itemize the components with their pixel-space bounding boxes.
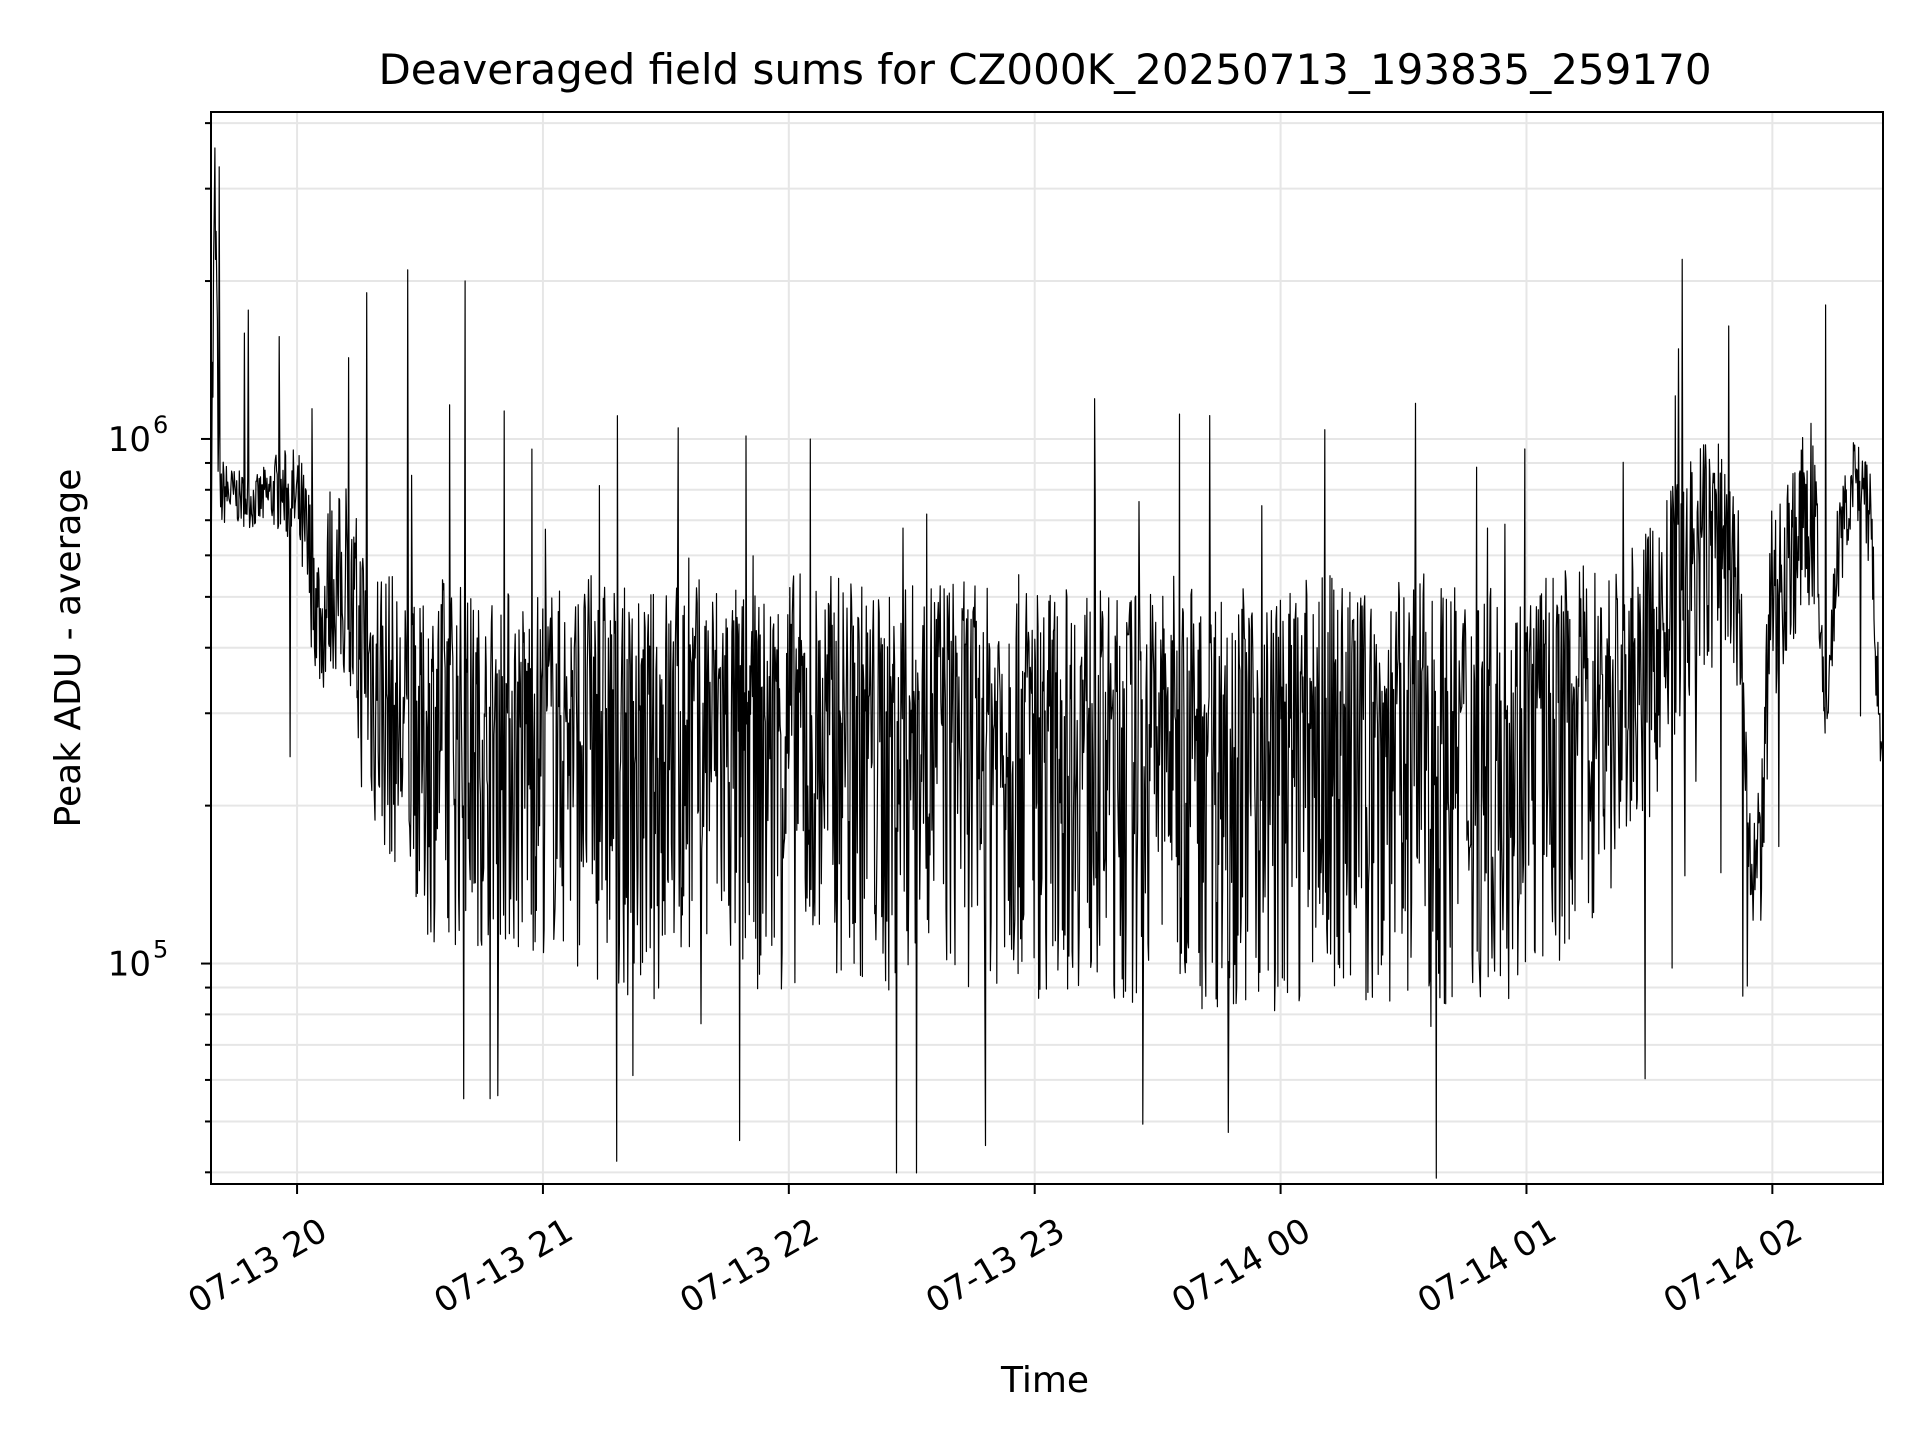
y-axis-label: Peak ADU - average [48, 469, 89, 828]
y-tick-exponent: 5 [153, 936, 168, 964]
y-tick-label: 10 [108, 420, 151, 460]
series-line [210, 147, 1884, 1179]
y-tick-exponent: 6 [153, 411, 168, 439]
series-line-group [210, 147, 1884, 1179]
y-tick-label: 10 [108, 945, 151, 985]
x-axis-label: Time [1000, 1360, 1089, 1401]
chart-title: Deaveraged field sums for CZ000K_2025071… [378, 45, 1711, 94]
